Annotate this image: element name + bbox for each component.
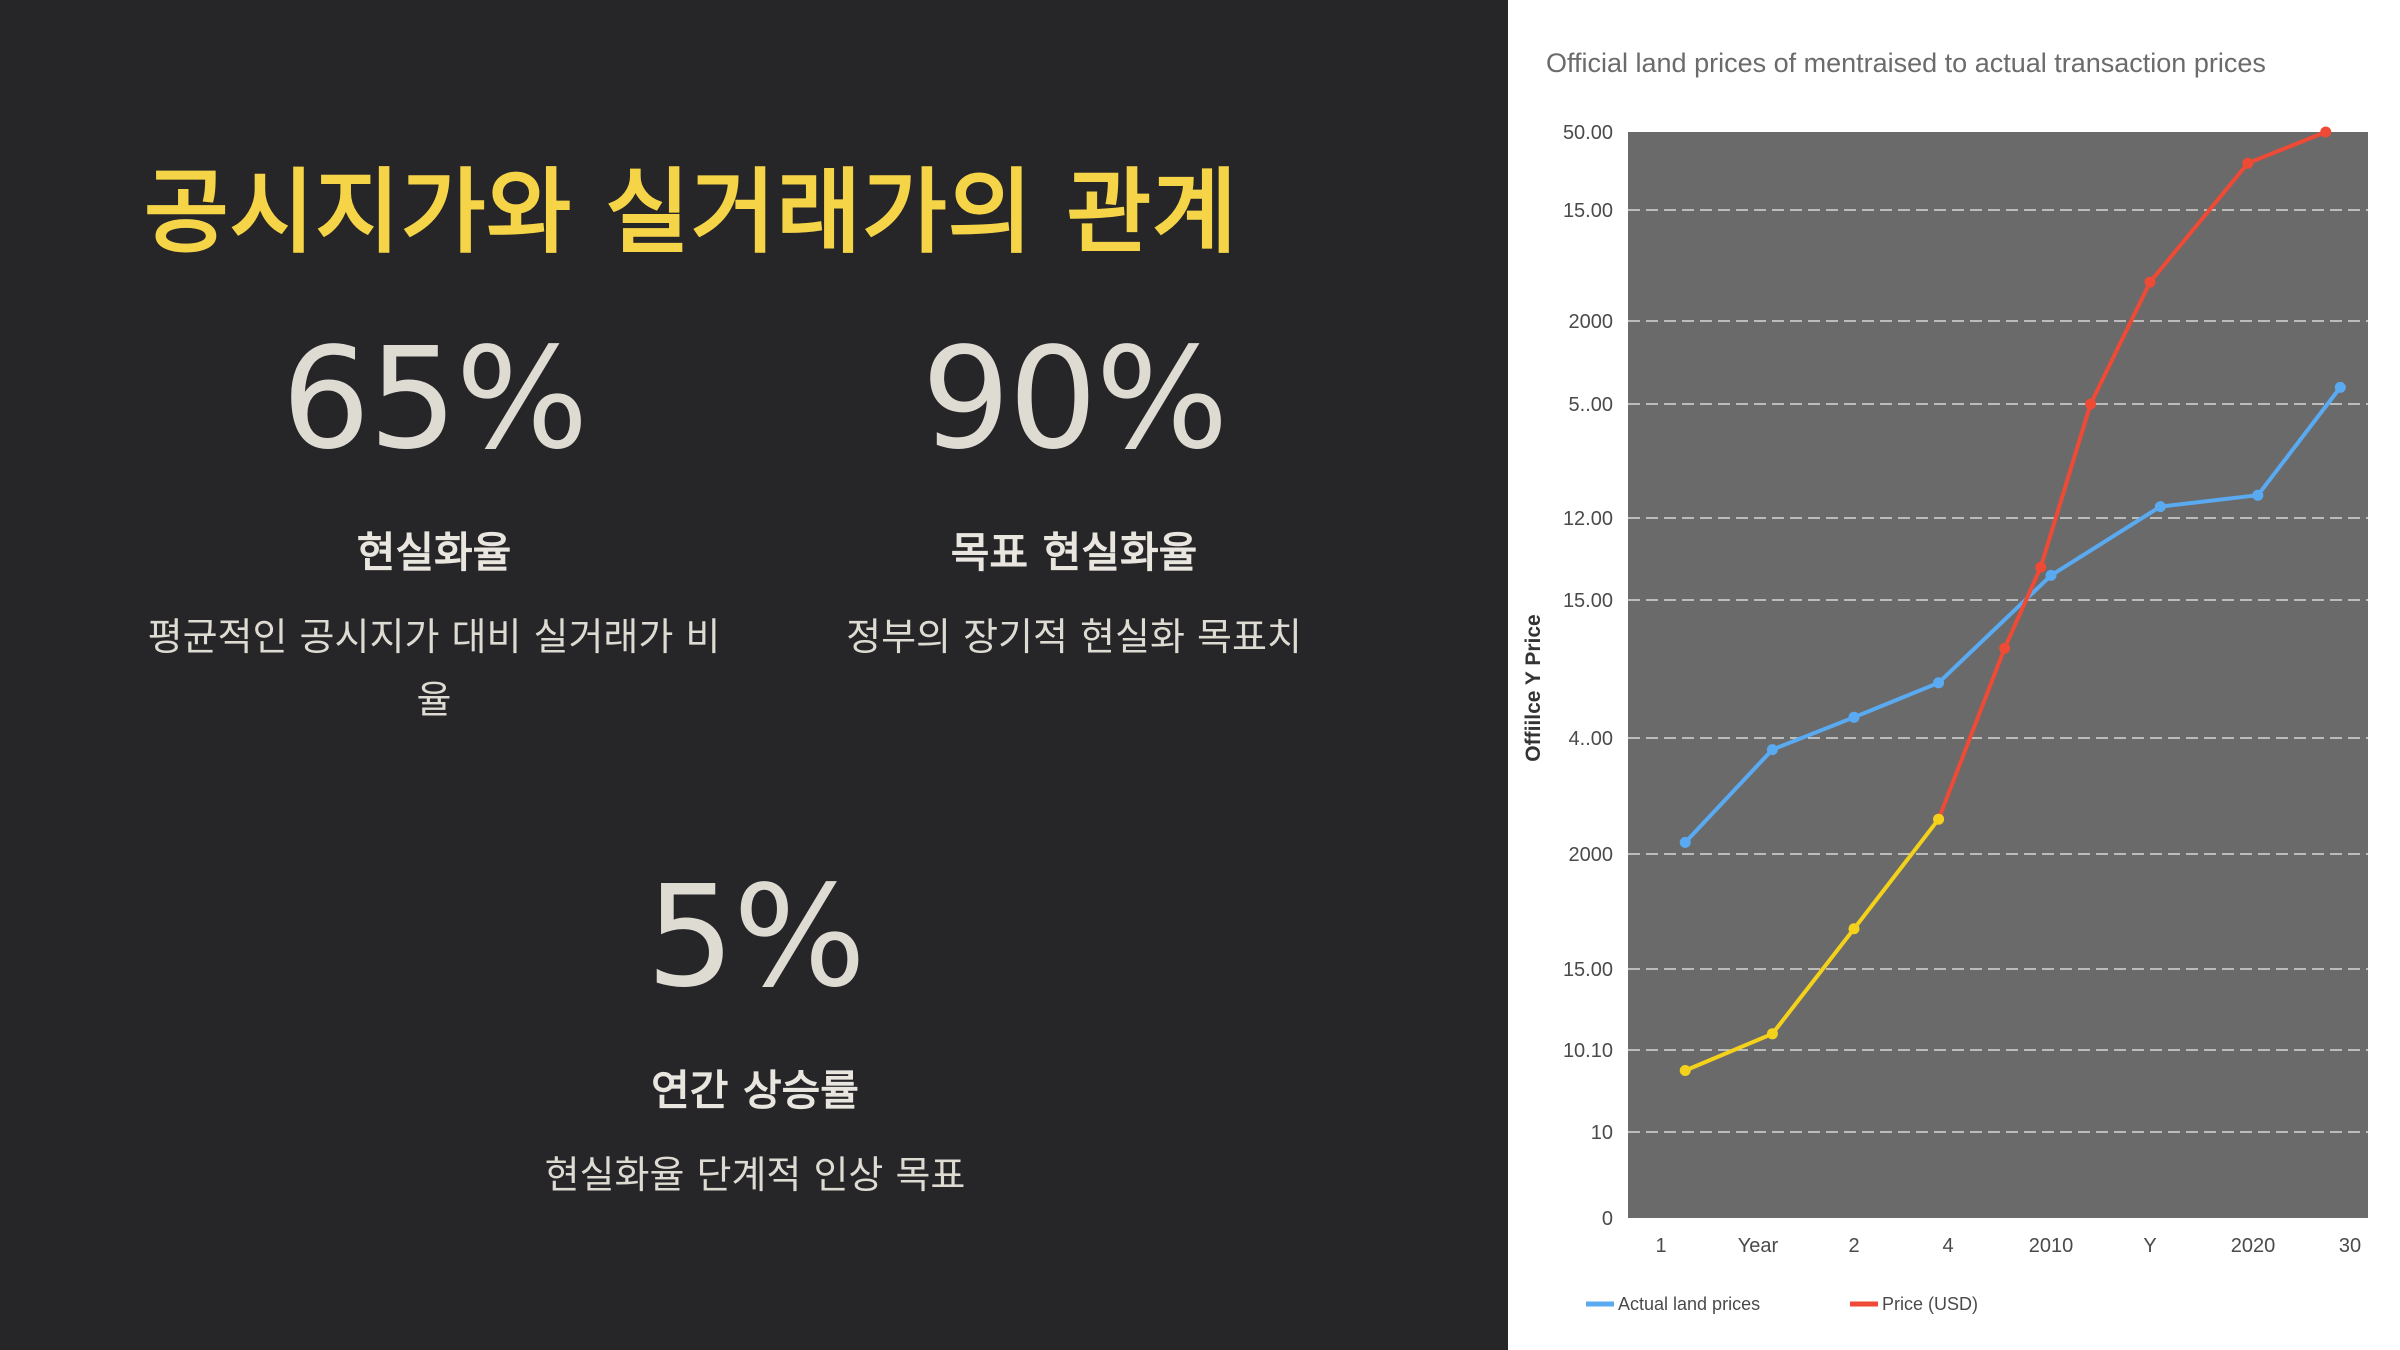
series-layer — [1679, 126, 2346, 1076]
data-point — [2085, 398, 2097, 410]
series-line — [1683, 385, 2343, 845]
data-point — [1766, 1028, 1778, 1040]
data-point — [2252, 489, 2264, 501]
data-point — [1999, 642, 2011, 654]
x-tick-label: 4 — [1942, 1235, 1953, 1257]
data-point — [2035, 561, 2047, 573]
series-line — [1683, 817, 1941, 1073]
stat-label: 연간 상승률 — [651, 1066, 859, 1115]
data-point — [2045, 569, 2057, 581]
chart-legend: Actual land prices Price (USD) — [1586, 1294, 1978, 1314]
x-tick-label: 2020 — [2231, 1235, 2276, 1257]
y-tick-label: 12.00 — [1563, 508, 1613, 530]
y-tick-label: 15.00 — [1563, 200, 1613, 222]
y-tick-label: 0 — [1602, 1208, 1613, 1230]
stat-value: 65% — [281, 318, 588, 481]
stat-label: 목표 현실화율 — [950, 528, 1198, 577]
y-axis-ticks: 0 10 10.10 15.00 2000 4..00 15.00 12.00 5..00 200… — [1563, 122, 1613, 1230]
x-tick-label: Y — [2143, 1235, 2156, 1257]
x-tick-label: 2010 — [2029, 1235, 2074, 1257]
y-tick-label: 10 — [1591, 1122, 1613, 1144]
x-tick-label: Year — [1738, 1235, 1779, 1257]
grid-lines — [1628, 209, 2368, 1133]
y-tick-label: 4..00 — [1569, 728, 1613, 750]
slide-title: 공시지가와 실거래가의 관계 — [144, 159, 1238, 266]
y-tick-label: 10.10 — [1563, 1040, 1613, 1062]
stat-description: 정부의 장기적 현실화 목표치 — [846, 615, 1302, 660]
y-tick-label: 5..00 — [1569, 394, 1613, 416]
data-point — [2144, 276, 2156, 288]
stat-value: 5% — [645, 856, 866, 1019]
data-point — [1679, 1065, 1691, 1076]
plot-area — [1628, 132, 2368, 1218]
stat-description: 평균적인 공시지가 대비 실거래가 비율 — [147, 615, 721, 723]
x-tick-label: 1 — [1655, 1235, 1666, 1257]
data-point — [1933, 813, 1945, 825]
data-point — [1848, 711, 1860, 723]
stat-description: 현실화율 단계적 인상 목표 — [544, 1153, 966, 1198]
stat-realization-rate: 65% 현실화율 평균적인 공시지가 대비 실거래가 비율 — [134, 330, 734, 732]
legend-label: Price (USD) — [1882, 1294, 1978, 1314]
chart-panel: Official land prices of mentraised to ac… — [1508, 0, 2400, 1350]
y-tick-label: 15.00 — [1563, 959, 1613, 981]
chart-title: Official land prices of mentraised to ac… — [1546, 48, 2266, 78]
stat-annual-increase: 5% 연간 상승률 현실화율 단계적 인상 목표 — [455, 868, 1055, 1207]
data-point — [1848, 923, 1860, 935]
data-point — [2242, 157, 2254, 169]
data-point — [1933, 677, 1945, 689]
data-point — [2154, 501, 2166, 513]
x-tick-label: 30 — [2339, 1235, 2361, 1257]
y-tick-label: 50.00 — [1563, 122, 1613, 144]
data-point — [1766, 744, 1778, 756]
data-point — [1679, 836, 1691, 848]
stat-value: 90% — [921, 318, 1228, 481]
data-point — [2334, 381, 2346, 393]
y-axis-label: Offiilce Y Price — [1522, 614, 1545, 761]
data-point — [2320, 126, 2332, 138]
x-tick-label: 2 — [1848, 1235, 1859, 1257]
stat-target-rate: 90% 목표 현실화율 정부의 장기적 현실화 목표치 — [774, 330, 1374, 669]
line-chart: Official land prices of mentraised to ac… — [1522, 48, 2368, 1314]
x-axis-ticks: 1 Year 2 4 2010 Y 2020 30 — [1655, 1235, 2361, 1257]
y-tick-label: 2000 — [1569, 311, 1614, 333]
slide-panel: 공시지가와 실거래가의 관계 65% 현실화율 평균적인 공시지가 대비 실거래… — [134, 159, 1374, 1207]
y-tick-label: 2000 — [1569, 844, 1614, 866]
legend-label: Actual land prices — [1618, 1294, 1760, 1314]
y-tick-label: 15.00 — [1563, 590, 1613, 612]
stat-label: 현실화율 — [356, 528, 512, 577]
